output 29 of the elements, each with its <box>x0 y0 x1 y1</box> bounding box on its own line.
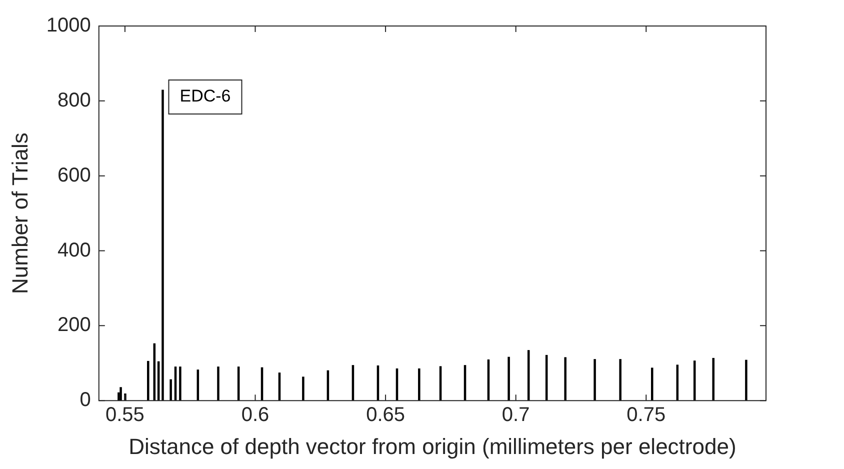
bar <box>745 360 748 401</box>
x-axis-title: Distance of depth vector from origin (millimeters per electrode) <box>128 434 736 459</box>
bar <box>594 359 596 401</box>
bar <box>712 358 714 401</box>
x-tick-label: 0.65 <box>366 404 406 426</box>
bar <box>302 376 304 401</box>
bar <box>120 387 122 401</box>
y-tick-label: 400 <box>58 239 91 262</box>
bar <box>179 366 182 401</box>
y-tick-label: 1000 <box>46 14 91 37</box>
y-tick-label: 600 <box>58 164 91 186</box>
bar <box>564 357 566 401</box>
bar <box>418 368 420 401</box>
x-tick-label: 0.55 <box>105 404 144 426</box>
bar <box>162 90 164 401</box>
y-tick-label: 200 <box>58 314 91 336</box>
annotation: EDC-6 <box>180 86 231 106</box>
bar <box>619 359 622 401</box>
bar <box>508 356 510 401</box>
bar <box>217 366 220 401</box>
x-tick-label: 0.7 <box>502 404 530 426</box>
bar <box>650 368 654 401</box>
bar <box>170 379 172 401</box>
x-tick-label: 0.75 <box>626 404 666 426</box>
y-tick-label: 0 <box>80 389 91 412</box>
y-tick-label: 800 <box>58 89 91 112</box>
bar <box>147 360 150 401</box>
y-axis-title: Number of Trials <box>7 132 32 294</box>
x-tick-label: 0.6 <box>241 404 270 426</box>
